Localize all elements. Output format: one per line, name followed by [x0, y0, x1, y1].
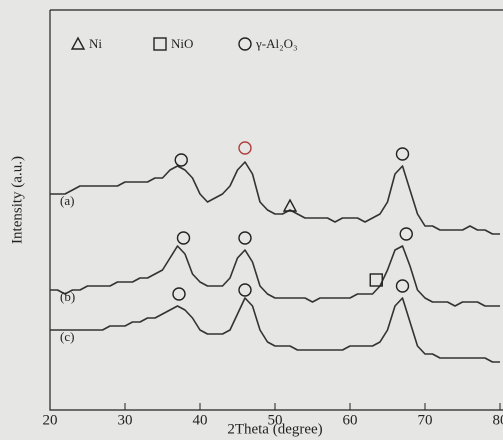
phase-marker	[172, 287, 186, 301]
series-label: (c)	[60, 329, 74, 344]
x-tick-label: 60	[343, 412, 358, 428]
series-label: (b)	[60, 289, 75, 304]
phase-marker	[174, 153, 188, 167]
phase-marker	[282, 198, 298, 212]
y-axis-label: Intensity (a.u.)	[9, 156, 25, 244]
x-tick-label: 30	[118, 412, 133, 428]
legend-label: Ni	[89, 36, 102, 51]
legend-label: γ-Al₂O₃	[255, 36, 298, 51]
xrd-pattern	[50, 297, 500, 363]
x-tick-label: 80	[493, 412, 503, 428]
legend-symbol	[153, 37, 167, 51]
phase-marker	[395, 279, 410, 293]
phase-marker	[238, 141, 252, 155]
phase-marker	[176, 231, 191, 245]
phase-marker	[399, 227, 413, 241]
x-axis-label: 2Theta (degree)	[227, 421, 322, 437]
x-tick-label: 70	[418, 412, 433, 428]
phase-marker	[238, 231, 252, 245]
x-tick-label: 40	[193, 412, 208, 428]
xrd-pattern	[50, 245, 500, 307]
series-label: (a)	[60, 193, 74, 208]
phase-marker	[238, 283, 252, 297]
legend-symbol	[70, 36, 86, 50]
phase-marker	[395, 147, 410, 161]
legend-symbol	[238, 37, 252, 51]
legend-label: NiO	[171, 36, 193, 51]
xrd-pattern	[50, 161, 500, 235]
phase-marker	[369, 273, 383, 287]
x-tick-label: 20	[43, 412, 58, 428]
x-tick-label: 50	[268, 412, 283, 428]
